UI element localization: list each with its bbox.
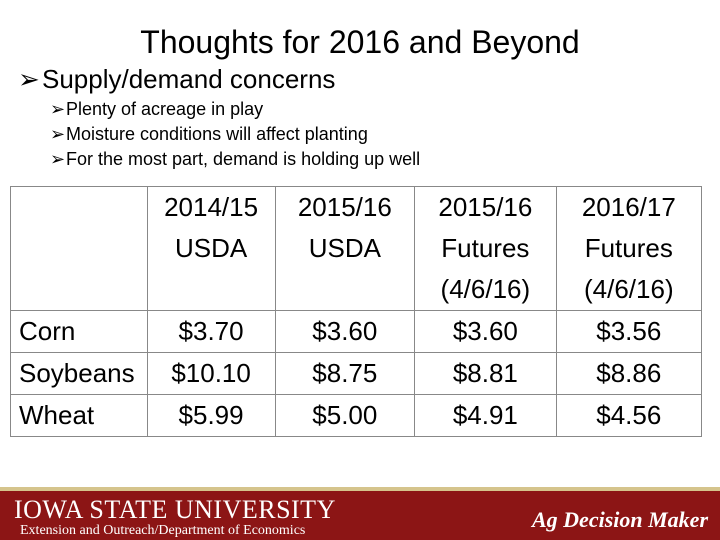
header-line: 2016/17 — [581, 192, 676, 222]
header-2015-16-usda: 2015/16 USDA — [274, 186, 416, 311]
header-line: (4/6/16) — [440, 274, 531, 304]
header-line: USDA — [174, 233, 248, 263]
arrow-bullet-icon: ➢ — [50, 99, 66, 119]
sub-bullet-text: For the most part, demand is holding up … — [66, 149, 421, 169]
table-row: Corn $3.70 $3.60 $3.60 $3.56 — [10, 310, 703, 353]
header-line: USDA — [308, 233, 381, 263]
row-label-soybeans: Soybeans — [10, 352, 148, 395]
header-2014-15-usda: 2014/15 USDA — [146, 186, 276, 311]
sub-bullet-text: Moisture conditions will affect planting — [66, 124, 368, 144]
main-bullet-text: Supply/demand concerns — [42, 64, 336, 94]
row-label-corn: Corn — [10, 310, 148, 353]
table-header-row: 2014/15 USDA 2015/16 USDA 2015/16 Future… — [10, 186, 703, 311]
table-row: Soybeans $10.10 $8.75 $8.81 $8.86 — [10, 352, 703, 395]
university-logo: IOWA STATE UNIVERSITY — [14, 495, 336, 524]
sub-bullet: ➢Moisture conditions will affect plantin… — [50, 124, 368, 145]
table-cell: $4.56 — [555, 394, 703, 437]
table-corner-cell — [10, 186, 148, 311]
sub-bullet: ➢For the most part, demand is holding up… — [50, 149, 420, 170]
table-cell: $5.00 — [274, 394, 416, 437]
arrow-bullet-icon: ➢ — [50, 149, 66, 169]
table-row: Wheat $5.99 $5.00 $4.91 $4.56 — [10, 394, 703, 437]
department-text: Extension and Outreach/Department of Eco… — [20, 523, 306, 538]
row-label-wheat: Wheat — [10, 394, 148, 437]
arrow-bullet-icon: ➢ — [50, 124, 66, 144]
header-line: Futures — [584, 233, 673, 263]
sub-bullet: ➢Plenty of acreage in play — [50, 99, 263, 120]
header-line: Futures — [441, 233, 530, 263]
table-cell: $3.60 — [274, 310, 416, 353]
table-cell: $8.86 — [555, 352, 703, 395]
table-cell: $8.81 — [414, 352, 557, 395]
table-cell: $4.91 — [414, 394, 557, 437]
table-cell: $3.70 — [146, 310, 276, 353]
header-line: 2014/15 — [164, 192, 259, 222]
slide-title: Thoughts for 2016 and Beyond — [140, 24, 580, 60]
price-table: 2014/15 USDA 2015/16 USDA 2015/16 Future… — [10, 186, 703, 437]
table-cell: $8.75 — [274, 352, 416, 395]
header-2015-16-futures: 2015/16 Futures (4/6/16) — [414, 186, 557, 311]
sub-bullet-text: Plenty of acreage in play — [66, 99, 264, 119]
header-2016-17-futures: 2016/17 Futures (4/6/16) — [555, 186, 703, 311]
table-cell: $10.10 — [146, 352, 276, 395]
arrow-bullet-icon: ➢ — [18, 64, 40, 94]
footer-accent-bar — [0, 487, 720, 491]
table-cell: $3.56 — [555, 310, 703, 353]
main-bullet: ➢Supply/demand concerns — [18, 64, 335, 95]
brand-logo: Ag Decision Maker — [532, 507, 708, 532]
table-cell: $3.60 — [414, 310, 557, 353]
header-line: (4/6/16) — [584, 274, 674, 304]
header-line: 2015/16 — [297, 192, 392, 222]
footer-banner: IOWA STATE UNIVERSITY Extension and Outr… — [0, 487, 720, 540]
header-line: 2015/16 — [438, 192, 533, 222]
table-cell: $5.99 — [146, 394, 276, 437]
